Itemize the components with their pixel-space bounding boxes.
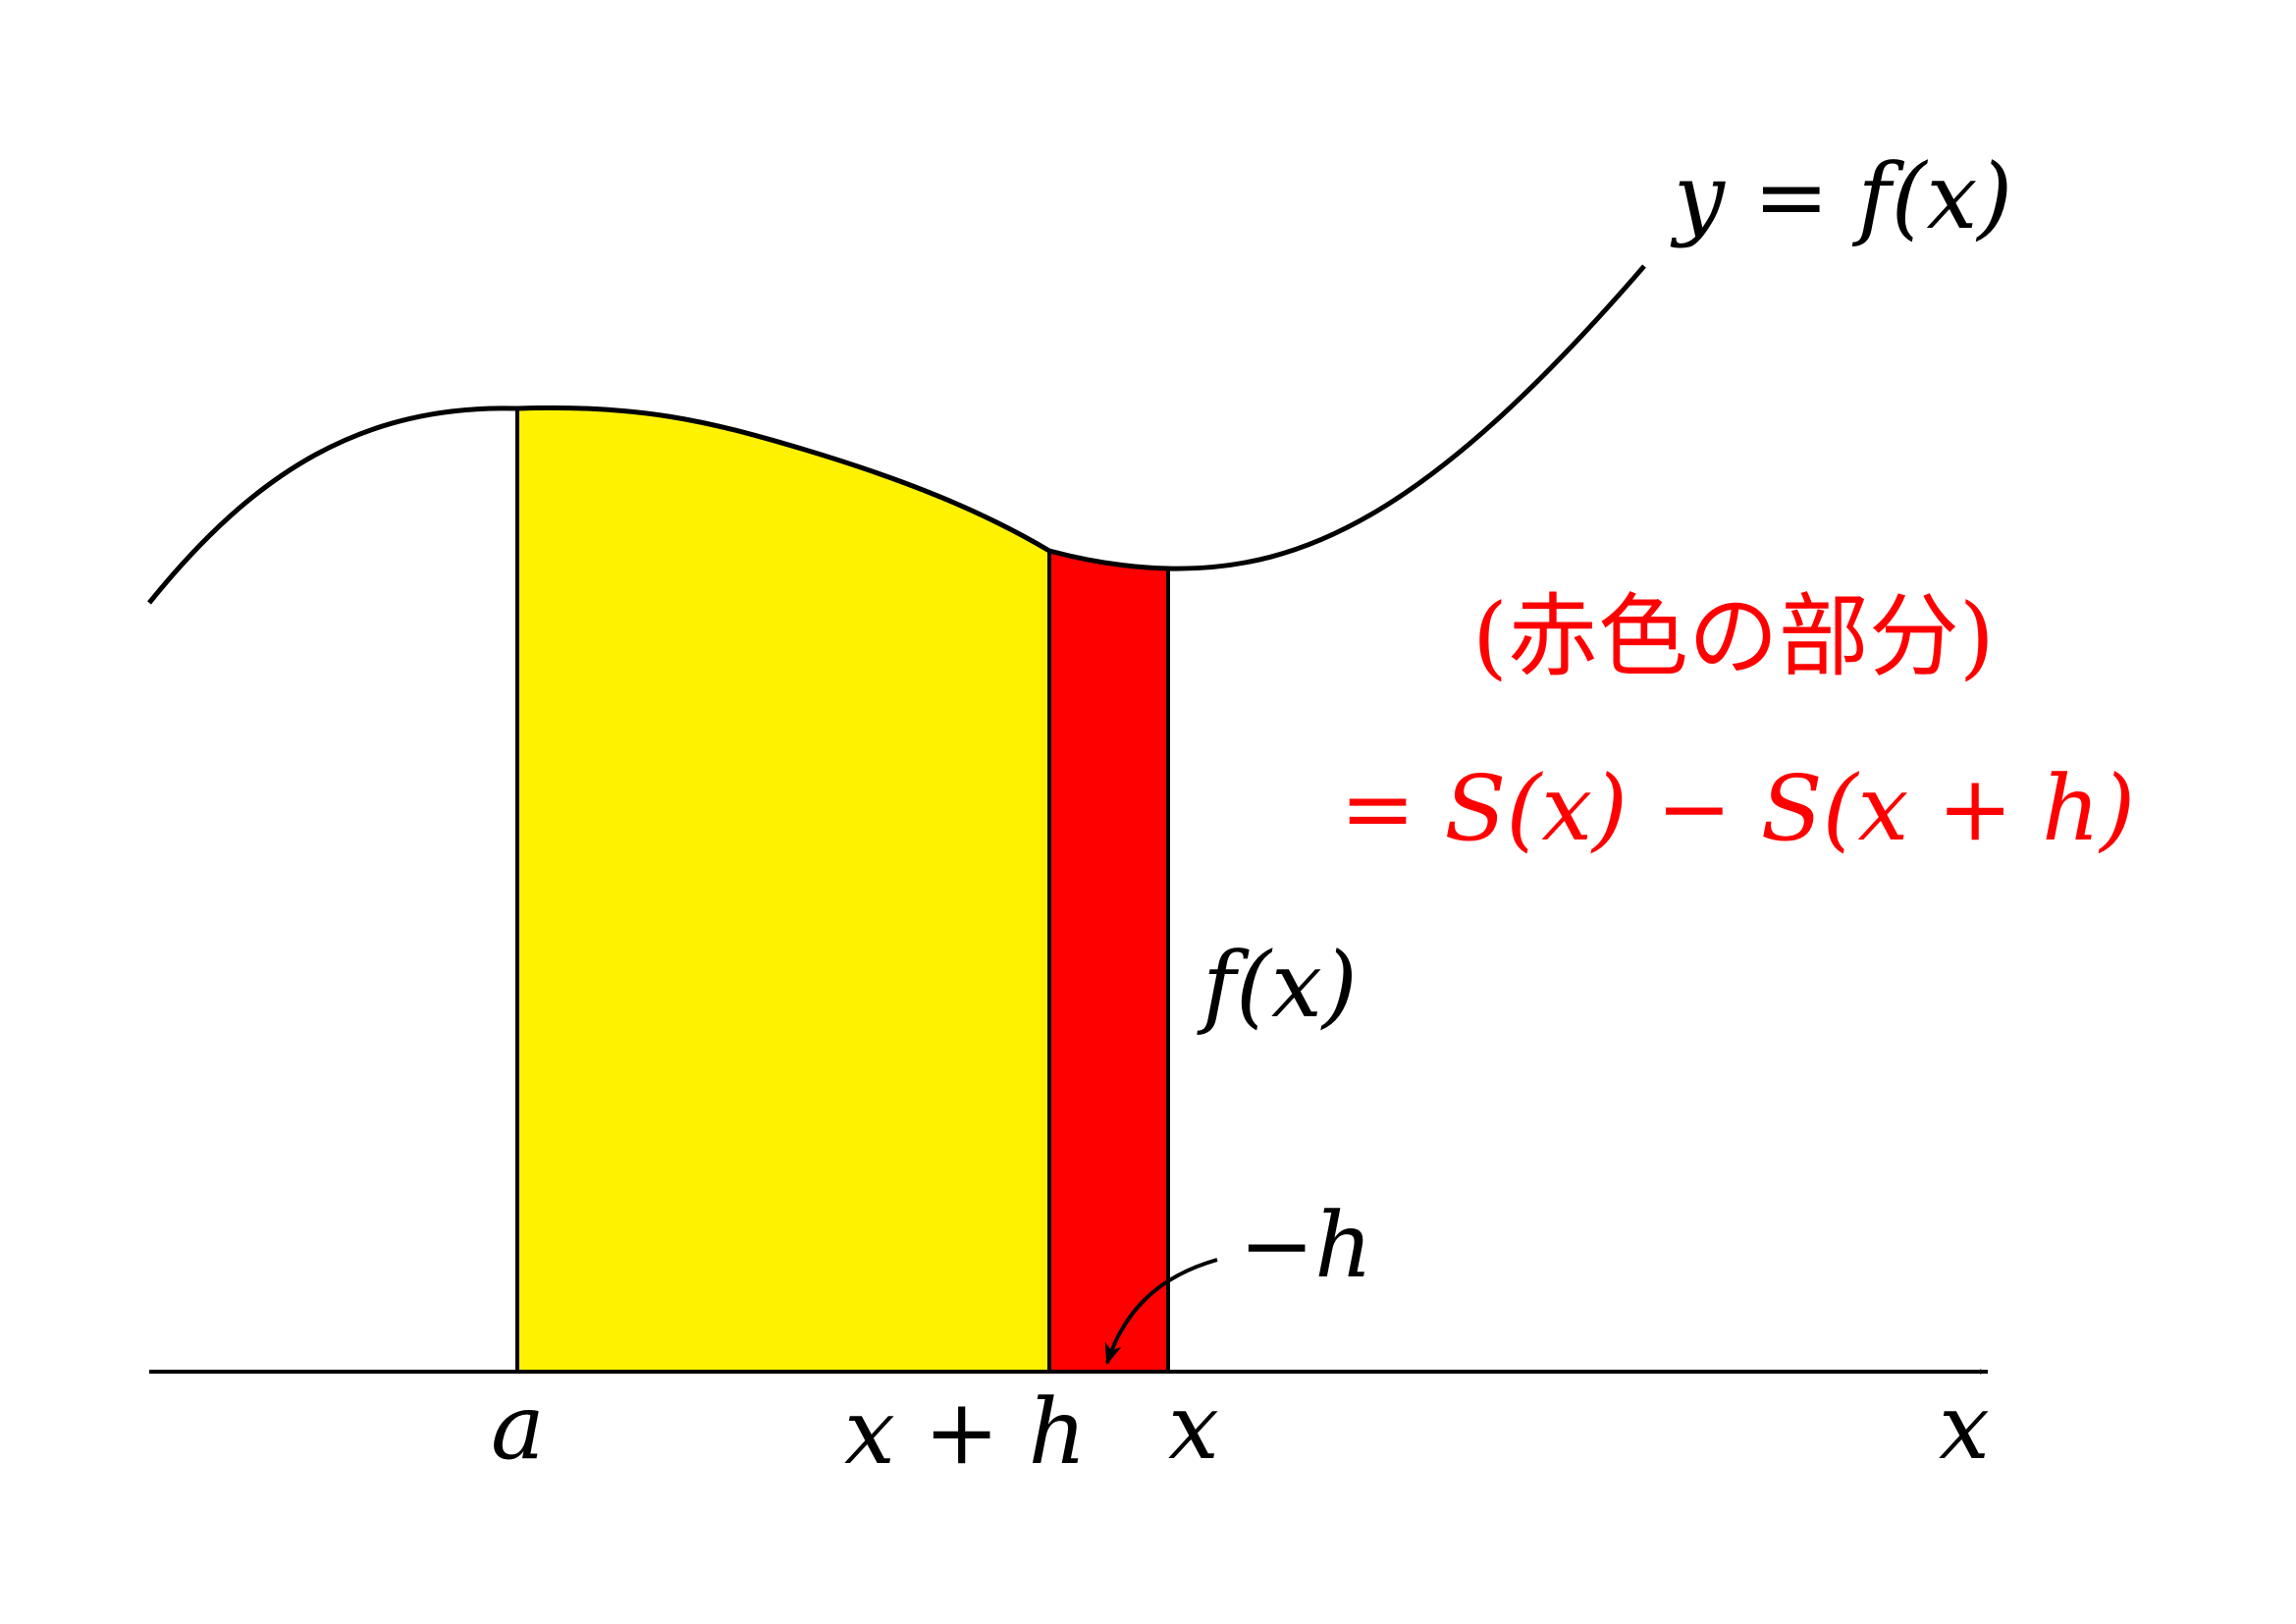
yellow-region (517, 407, 1049, 1372)
axis-label-x: x (1939, 1375, 1990, 1480)
width-pointer-arrow (1104, 1258, 1218, 1366)
function-curve (147, 264, 1646, 605)
red-region (1049, 551, 1168, 1372)
curve-label: y = f(x) (1670, 144, 2012, 249)
tick-label-x-plus-h: x + h (844, 1380, 1087, 1485)
tick-label-a: a (491, 1375, 545, 1480)
width-label: −h (1239, 1193, 1372, 1298)
annotation-line-2: = S(x) − S(x + h) (1340, 756, 2135, 861)
annotation-line-1: (赤色の部分) (1472, 584, 1995, 689)
tick-label-x: x (1168, 1375, 1219, 1480)
height-label: f(x) (1197, 933, 1358, 1038)
